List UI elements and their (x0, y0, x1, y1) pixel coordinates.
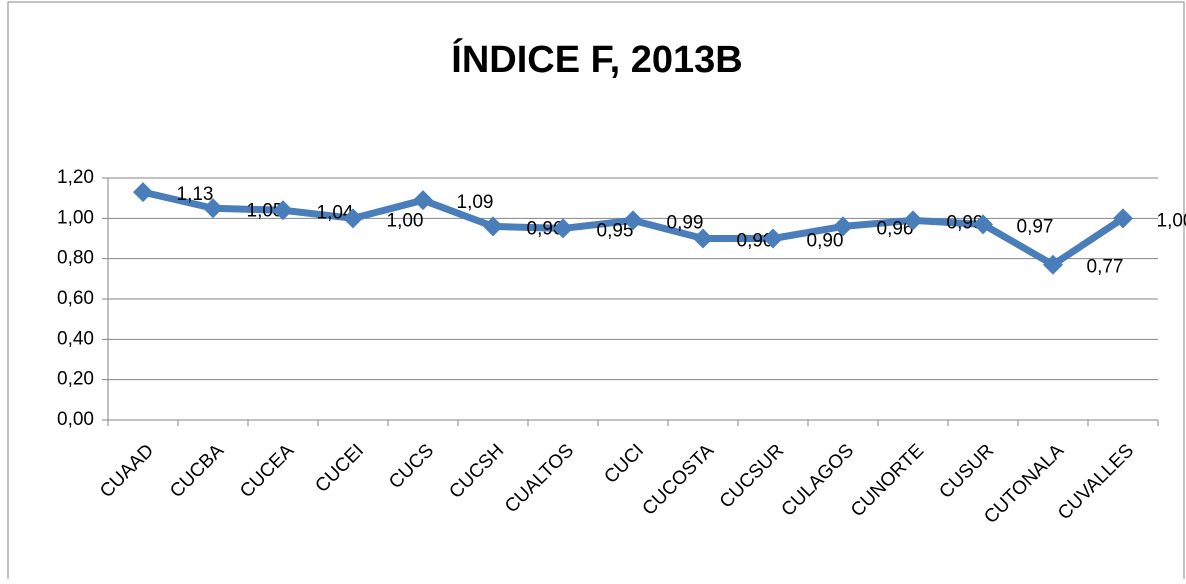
marker (693, 228, 713, 249)
marker (1113, 208, 1133, 229)
data-label: 1,09 (457, 192, 494, 213)
marker (133, 182, 153, 203)
data-label: 0,90 (807, 231, 844, 252)
marker (483, 216, 503, 237)
data-label: 0,90 (737, 231, 774, 252)
y-tick-label: 1,00 (57, 207, 94, 228)
y-tick-label: 0,20 (57, 369, 94, 390)
marker (273, 200, 293, 221)
y-tick-label: 1,20 (57, 167, 94, 188)
marker (203, 198, 223, 219)
marker (413, 190, 433, 211)
y-tick-label: 0,00 (57, 409, 94, 430)
y-tick-label: 0,60 (57, 288, 94, 309)
y-tick-label: 0,80 (57, 248, 94, 269)
marker (553, 218, 573, 239)
data-label: 0,99 (947, 212, 984, 233)
data-label: 0,96 (527, 218, 564, 239)
marker (1043, 254, 1063, 275)
marker (833, 216, 853, 237)
data-label: 0,96 (877, 218, 914, 239)
marker (623, 210, 643, 231)
data-label: 1,00 (1157, 210, 1186, 231)
marker (343, 208, 363, 229)
data-label: 0,95 (597, 220, 634, 241)
data-label: 1,00 (387, 210, 424, 231)
y-tick-label: 0,40 (57, 328, 94, 349)
marker (973, 214, 993, 235)
marker (763, 228, 783, 249)
marker (903, 210, 923, 231)
chart-border (7, 1, 1185, 584)
data-label: 1,13 (177, 184, 214, 205)
data-label: 0,97 (1017, 216, 1054, 237)
data-label: 1,05 (247, 200, 284, 221)
data-label: 0,99 (667, 212, 704, 233)
data-label: 0,77 (1087, 257, 1124, 278)
chart-title: ÍNDICE F, 2013B (451, 37, 742, 81)
